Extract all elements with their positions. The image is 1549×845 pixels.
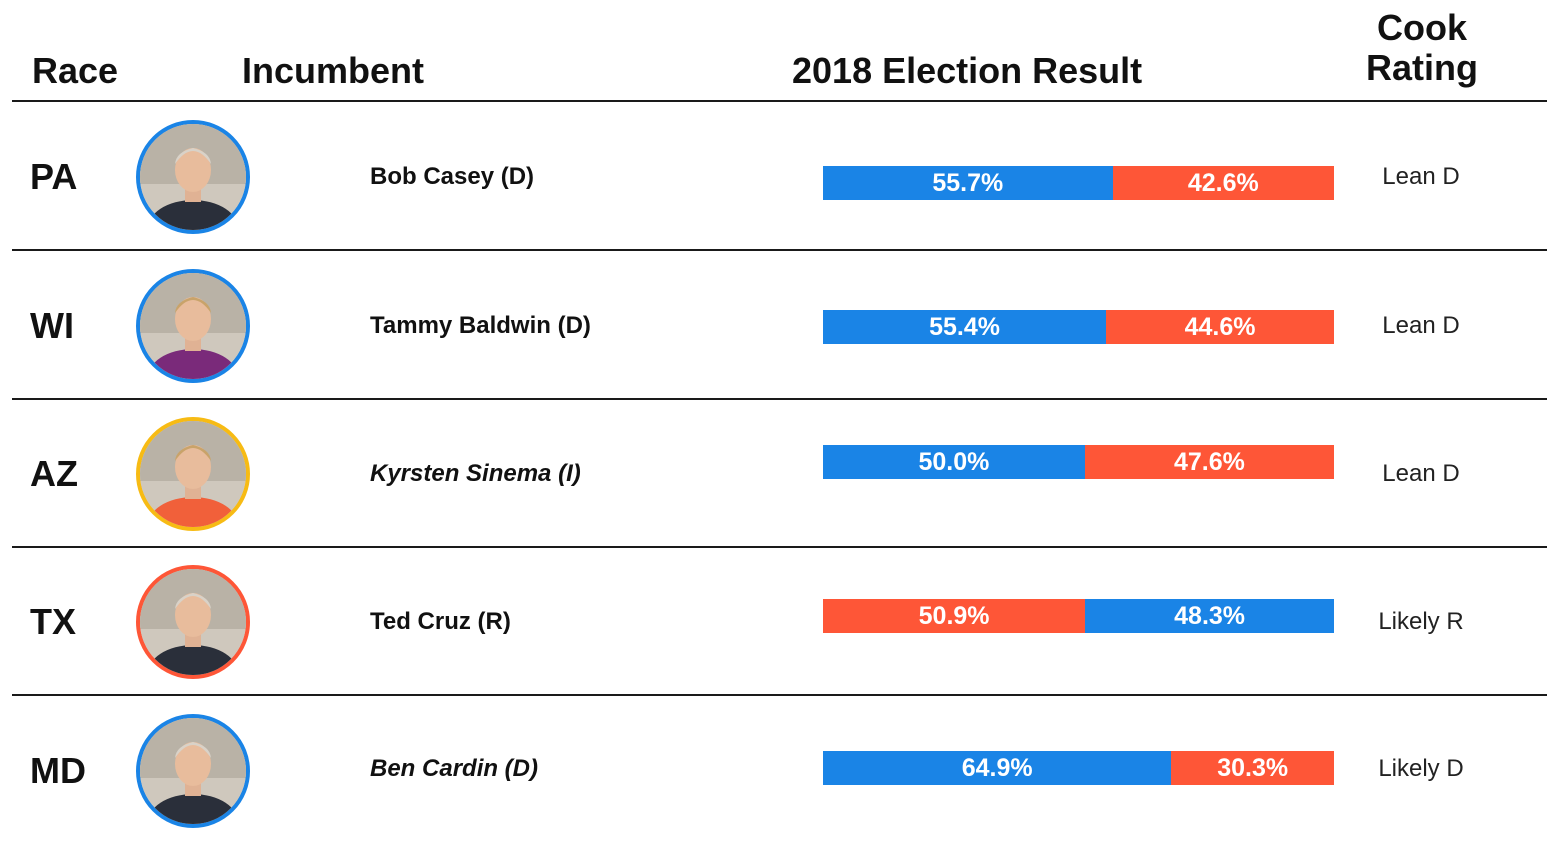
incumbent-name: Ben Cardin (D)	[370, 755, 538, 782]
result-bar-dem-segment: 64.9%	[823, 751, 1172, 785]
result-bar-dem-segment: 55.7%	[823, 166, 1113, 200]
result-bar: 64.9% 30.3%	[823, 751, 1334, 785]
result-bar: 50.0% 47.6%	[823, 445, 1334, 479]
header-election-result: 2018 Election Result	[792, 50, 1143, 91]
header-incumbent: Incumbent	[242, 50, 425, 91]
state-label: MD	[30, 750, 86, 791]
incumbent-name: Kyrsten Sinema (I)	[370, 460, 581, 487]
state-label: PA	[30, 156, 78, 197]
result-bar-dem-segment: 50.0%	[823, 445, 1085, 479]
state-label: AZ	[30, 453, 78, 494]
result-bar-rep-segment: 44.6%	[1106, 310, 1334, 344]
row-divider	[12, 398, 1547, 400]
kyrsten-sinema-portrait	[136, 417, 250, 531]
cook-rating: Likely R	[1378, 608, 1464, 635]
incumbent-name: Tammy Baldwin (D)	[370, 312, 591, 339]
tammy-baldwin-portrait	[136, 269, 250, 383]
result-percent-label: 47.6%	[1173, 447, 1245, 476]
cook-rating: Lean D	[1382, 163, 1460, 190]
row-divider	[12, 546, 1547, 548]
header-cook-line2: Rating	[1366, 47, 1478, 88]
result-bar-rep-segment: 50.9%	[823, 599, 1086, 633]
header-race: Race	[32, 50, 119, 91]
header-cook-rating: Cook Rating	[1330, 8, 1514, 88]
result-bar-rep-segment: 47.6%	[1084, 445, 1334, 479]
cook-rating: Likely D	[1378, 755, 1464, 782]
race-row-wi: WI Tammy Baldwin (D) 55.4% 44.6% Lean D	[0, 252, 1549, 400]
bob-casey-portrait	[136, 120, 250, 234]
header-cook-line1: Cook	[1377, 7, 1467, 48]
header-divider	[12, 100, 1547, 102]
result-percent-label: 50.9%	[918, 601, 990, 630]
state-label: TX	[30, 601, 77, 642]
result-percent-label: 44.6%	[1184, 312, 1256, 341]
state-label: WI	[30, 305, 74, 346]
result-percent-label: 55.7%	[932, 168, 1004, 197]
result-bar-dem-segment: 48.3%	[1085, 599, 1334, 633]
result-bar: 55.4% 44.6%	[823, 310, 1334, 344]
ted-cruz-portrait	[136, 565, 250, 679]
result-percent-label: 30.3%	[1217, 753, 1289, 782]
result-bar-rep-segment: 30.3%	[1171, 751, 1334, 785]
result-percent-label: 42.6%	[1187, 168, 1259, 197]
cook-rating: Lean D	[1382, 460, 1460, 487]
race-row-tx: TX Ted Cruz (R) 50.9% 48.3% Likely R	[0, 548, 1549, 696]
result-bar-rep-segment: 42.6%	[1112, 166, 1334, 200]
incumbent-name: Bob Casey (D)	[370, 163, 535, 190]
race-row-md: MD Ben Cardin (D) 64.9% 30.3% Likely D	[0, 697, 1549, 845]
result-bar: 55.7% 42.6%	[823, 166, 1334, 200]
row-divider	[12, 249, 1547, 251]
cook-rating: Lean D	[1382, 312, 1460, 339]
row-divider	[12, 694, 1547, 696]
result-bar: 50.9% 48.3%	[823, 599, 1334, 633]
result-percent-label: 64.9%	[961, 753, 1033, 782]
result-percent-label: 50.0%	[918, 447, 990, 476]
race-row-pa: PA Bob Casey (D) 55.7% 42.6% Lean D	[0, 103, 1549, 251]
incumbent-name: Ted Cruz (R)	[370, 608, 511, 635]
result-bar-dem-segment: 55.4%	[823, 310, 1107, 344]
result-percent-label: 55.4%	[929, 312, 1000, 341]
ben-cardin-portrait	[136, 714, 250, 828]
result-percent-label: 48.3%	[1174, 601, 1246, 630]
race-row-az: AZ Kyrsten Sinema (I) 50.0% 47.6% Lean D	[0, 400, 1549, 548]
